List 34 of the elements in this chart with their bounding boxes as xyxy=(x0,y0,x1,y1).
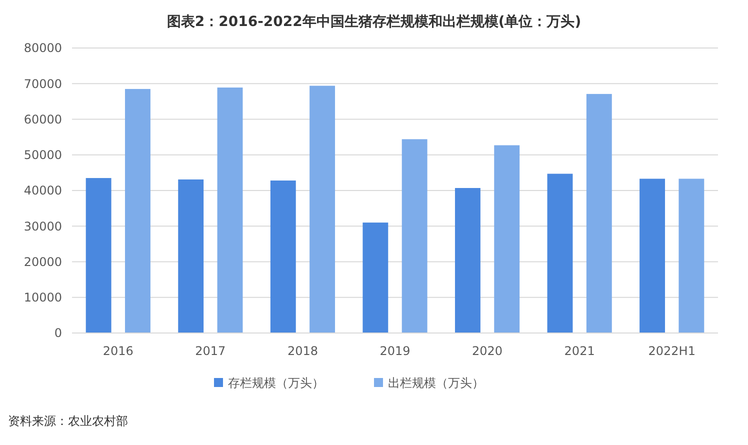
x-tick-label: 2016 xyxy=(102,344,134,358)
bar xyxy=(217,88,243,333)
bar xyxy=(402,139,428,333)
y-tick-label: 80000 xyxy=(24,41,62,56)
bar xyxy=(586,94,612,333)
bar xyxy=(124,88,150,333)
bar xyxy=(362,222,388,333)
x-tick-label: 2018 xyxy=(287,344,318,358)
x-tick-label: 2020 xyxy=(472,344,503,358)
y-tick-label: 50000 xyxy=(24,148,62,162)
legend-label: 出栏规模（万头） xyxy=(388,376,484,390)
text: 资料来源：农业农村部 xyxy=(8,414,128,428)
x-tick-label: 2021 xyxy=(564,344,595,358)
y-tick-label: 0 xyxy=(54,326,62,340)
x-tick-label: 2022H1 xyxy=(648,344,696,358)
y-tick-label: 30000 xyxy=(24,219,62,234)
bar xyxy=(547,174,573,333)
bar xyxy=(86,178,112,333)
y-tick-label: 60000 xyxy=(24,112,62,126)
legend-label: 存栏规模（万头） xyxy=(228,376,324,390)
y-tick-label: 20000 xyxy=(24,254,62,269)
y-tick-label: 40000 xyxy=(24,184,62,198)
bar xyxy=(640,178,666,333)
bar xyxy=(494,145,520,333)
bar xyxy=(678,178,704,333)
y-tick-label: 10000 xyxy=(24,290,62,305)
bar xyxy=(454,188,480,333)
x-tick-label: 2019 xyxy=(380,344,410,358)
chart-title: 图表2：2016-2022年中国生猪存栏规模和出栏规模(单位：万头) xyxy=(166,14,582,30)
bar xyxy=(270,180,296,333)
y-tick-label: 70000 xyxy=(24,76,62,91)
bar xyxy=(310,86,336,333)
bar xyxy=(178,179,204,333)
x-tick-label: 2017 xyxy=(195,344,226,358)
